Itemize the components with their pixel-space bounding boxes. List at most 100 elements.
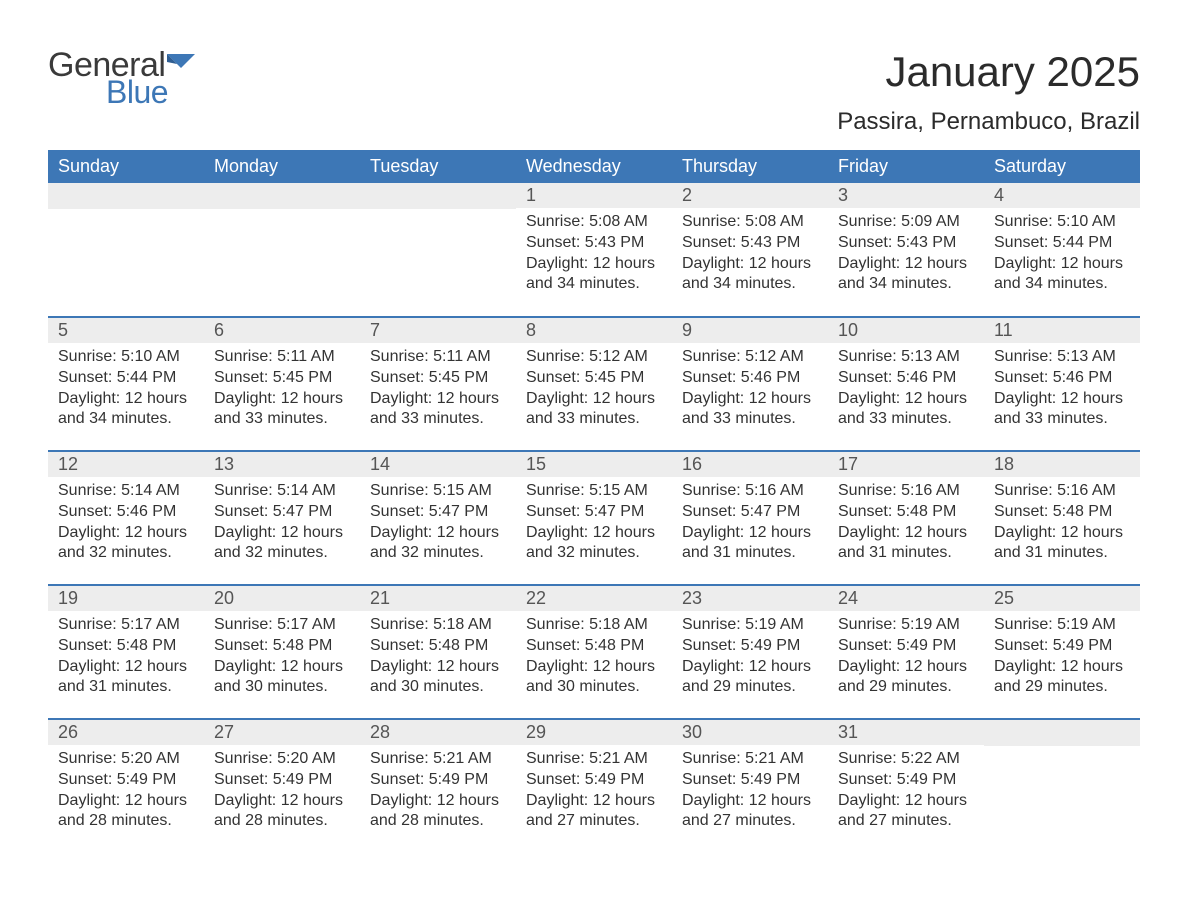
daylight-text: Daylight: 12 hours and 31 minutes. xyxy=(58,657,194,699)
location: Passira, Pernambuco, Brazil xyxy=(837,108,1140,136)
sunrise-text: Sunrise: 5:16 AM xyxy=(682,481,818,502)
sunset-text: Sunset: 5:45 PM xyxy=(370,368,506,389)
calendar-cell: 3Sunrise: 5:09 AMSunset: 5:43 PMDaylight… xyxy=(828,183,984,317)
sunset-text: Sunset: 5:43 PM xyxy=(838,233,974,254)
calendar-cell: 11Sunrise: 5:13 AMSunset: 5:46 PMDayligh… xyxy=(984,317,1140,451)
weekday-header: Monday xyxy=(204,150,360,183)
daylight-text: Daylight: 12 hours and 34 minutes. xyxy=(838,254,974,296)
day-number: 28 xyxy=(360,720,516,745)
calendar-cell: 21Sunrise: 5:18 AMSunset: 5:48 PMDayligh… xyxy=(360,585,516,719)
daylight-text: Daylight: 12 hours and 33 minutes. xyxy=(370,389,506,431)
calendar-cell: 6Sunrise: 5:11 AMSunset: 5:45 PMDaylight… xyxy=(204,317,360,451)
weekday-header-row: SundayMondayTuesdayWednesdayThursdayFrid… xyxy=(48,150,1140,183)
daylight-text: Daylight: 12 hours and 30 minutes. xyxy=(370,657,506,699)
sunrise-text: Sunrise: 5:21 AM xyxy=(682,749,818,770)
daylight-text: Daylight: 12 hours and 33 minutes. xyxy=(838,389,974,431)
sunrise-text: Sunrise: 5:19 AM xyxy=(682,615,818,636)
sunset-text: Sunset: 5:46 PM xyxy=(682,368,818,389)
day-number xyxy=(204,183,360,209)
sunset-text: Sunset: 5:44 PM xyxy=(994,233,1130,254)
weekday-header: Thursday xyxy=(672,150,828,183)
daylight-text: Daylight: 12 hours and 33 minutes. xyxy=(994,389,1130,431)
day-body: Sunrise: 5:14 AMSunset: 5:46 PMDaylight:… xyxy=(48,477,204,572)
day-number: 26 xyxy=(48,720,204,745)
calendar-cell: 24Sunrise: 5:19 AMSunset: 5:49 PMDayligh… xyxy=(828,585,984,719)
sunset-text: Sunset: 5:48 PM xyxy=(58,636,194,657)
calendar-week: 19Sunrise: 5:17 AMSunset: 5:48 PMDayligh… xyxy=(48,585,1140,719)
sunset-text: Sunset: 5:49 PM xyxy=(682,636,818,657)
day-number: 1 xyxy=(516,183,672,208)
calendar-cell: 15Sunrise: 5:15 AMSunset: 5:47 PMDayligh… xyxy=(516,451,672,585)
daylight-text: Daylight: 12 hours and 32 minutes. xyxy=(526,523,662,565)
sunset-text: Sunset: 5:49 PM xyxy=(526,770,662,791)
day-number: 17 xyxy=(828,452,984,477)
day-number: 8 xyxy=(516,318,672,343)
daylight-text: Daylight: 12 hours and 32 minutes. xyxy=(58,523,194,565)
day-number xyxy=(48,183,204,209)
sunrise-text: Sunrise: 5:18 AM xyxy=(370,615,506,636)
sunrise-text: Sunrise: 5:14 AM xyxy=(58,481,194,502)
day-body: Sunrise: 5:18 AMSunset: 5:48 PMDaylight:… xyxy=(516,611,672,706)
day-number: 2 xyxy=(672,183,828,208)
sunset-text: Sunset: 5:49 PM xyxy=(838,636,974,657)
brand-logo: General Blue xyxy=(48,48,195,108)
sunrise-text: Sunrise: 5:19 AM xyxy=(994,615,1130,636)
day-number: 31 xyxy=(828,720,984,745)
sunset-text: Sunset: 5:49 PM xyxy=(370,770,506,791)
day-body: Sunrise: 5:19 AMSunset: 5:49 PMDaylight:… xyxy=(672,611,828,706)
day-body: Sunrise: 5:19 AMSunset: 5:49 PMDaylight:… xyxy=(828,611,984,706)
calendar-cell: 13Sunrise: 5:14 AMSunset: 5:47 PMDayligh… xyxy=(204,451,360,585)
sunset-text: Sunset: 5:48 PM xyxy=(214,636,350,657)
day-number: 13 xyxy=(204,452,360,477)
day-body: Sunrise: 5:11 AMSunset: 5:45 PMDaylight:… xyxy=(360,343,516,438)
day-number: 10 xyxy=(828,318,984,343)
day-number: 30 xyxy=(672,720,828,745)
day-body: Sunrise: 5:17 AMSunset: 5:48 PMDaylight:… xyxy=(204,611,360,706)
day-body: Sunrise: 5:17 AMSunset: 5:48 PMDaylight:… xyxy=(48,611,204,706)
daylight-text: Daylight: 12 hours and 32 minutes. xyxy=(214,523,350,565)
sunrise-text: Sunrise: 5:12 AM xyxy=(682,347,818,368)
daylight-text: Daylight: 12 hours and 31 minutes. xyxy=(838,523,974,565)
day-number: 16 xyxy=(672,452,828,477)
day-body: Sunrise: 5:21 AMSunset: 5:49 PMDaylight:… xyxy=(516,745,672,840)
sunset-text: Sunset: 5:48 PM xyxy=(526,636,662,657)
sunrise-text: Sunrise: 5:10 AM xyxy=(58,347,194,368)
day-body: Sunrise: 5:08 AMSunset: 5:43 PMDaylight:… xyxy=(516,208,672,303)
day-body: Sunrise: 5:08 AMSunset: 5:43 PMDaylight:… xyxy=(672,208,828,303)
day-body: Sunrise: 5:22 AMSunset: 5:49 PMDaylight:… xyxy=(828,745,984,840)
sunrise-text: Sunrise: 5:20 AM xyxy=(58,749,194,770)
sunset-text: Sunset: 5:47 PM xyxy=(214,502,350,523)
calendar-week: 26Sunrise: 5:20 AMSunset: 5:49 PMDayligh… xyxy=(48,719,1140,853)
sunrise-text: Sunrise: 5:13 AM xyxy=(994,347,1130,368)
day-body: Sunrise: 5:13 AMSunset: 5:46 PMDaylight:… xyxy=(828,343,984,438)
day-number: 20 xyxy=(204,586,360,611)
weekday-header: Wednesday xyxy=(516,150,672,183)
daylight-text: Daylight: 12 hours and 34 minutes. xyxy=(994,254,1130,296)
sunrise-text: Sunrise: 5:19 AM xyxy=(838,615,974,636)
sunrise-text: Sunrise: 5:17 AM xyxy=(214,615,350,636)
sunrise-text: Sunrise: 5:08 AM xyxy=(682,212,818,233)
day-body: Sunrise: 5:20 AMSunset: 5:49 PMDaylight:… xyxy=(204,745,360,840)
daylight-text: Daylight: 12 hours and 27 minutes. xyxy=(526,791,662,833)
daylight-text: Daylight: 12 hours and 30 minutes. xyxy=(526,657,662,699)
calendar-cell xyxy=(204,183,360,317)
sunset-text: Sunset: 5:48 PM xyxy=(838,502,974,523)
sunrise-text: Sunrise: 5:13 AM xyxy=(838,347,974,368)
calendar-cell: 25Sunrise: 5:19 AMSunset: 5:49 PMDayligh… xyxy=(984,585,1140,719)
sunrise-text: Sunrise: 5:10 AM xyxy=(994,212,1130,233)
sunset-text: Sunset: 5:48 PM xyxy=(370,636,506,657)
header: General Blue January 2025 Passira, Perna… xyxy=(48,48,1140,136)
sunset-text: Sunset: 5:47 PM xyxy=(526,502,662,523)
sunset-text: Sunset: 5:48 PM xyxy=(994,502,1130,523)
calendar-cell: 4Sunrise: 5:10 AMSunset: 5:44 PMDaylight… xyxy=(984,183,1140,317)
title-block: January 2025 Passira, Pernambuco, Brazil xyxy=(837,48,1140,136)
day-number: 12 xyxy=(48,452,204,477)
calendar-cell: 29Sunrise: 5:21 AMSunset: 5:49 PMDayligh… xyxy=(516,719,672,853)
day-number: 19 xyxy=(48,586,204,611)
sunrise-text: Sunrise: 5:15 AM xyxy=(526,481,662,502)
calendar-table: SundayMondayTuesdayWednesdayThursdayFrid… xyxy=(48,150,1140,853)
sunrise-text: Sunrise: 5:08 AM xyxy=(526,212,662,233)
sunrise-text: Sunrise: 5:15 AM xyxy=(370,481,506,502)
day-body: Sunrise: 5:10 AMSunset: 5:44 PMDaylight:… xyxy=(48,343,204,438)
daylight-text: Daylight: 12 hours and 29 minutes. xyxy=(994,657,1130,699)
